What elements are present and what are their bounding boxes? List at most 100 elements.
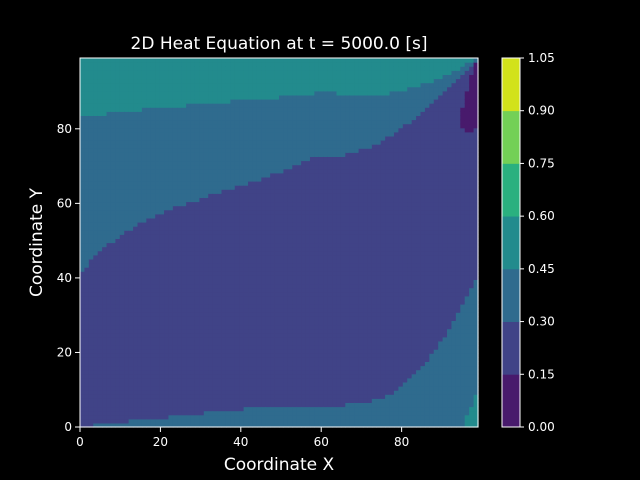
contour-cell (287, 222, 293, 227)
contour-cell (217, 238, 223, 244)
contour-cell (119, 312, 125, 317)
contour-cell (137, 78, 143, 84)
contour-cell (177, 250, 183, 256)
contour-cell (243, 316, 249, 321)
contour-cell (287, 140, 293, 145)
contour-cell (261, 320, 267, 326)
contour-cell (323, 361, 329, 367)
contour-cell (150, 361, 156, 367)
contour-cell (155, 299, 161, 305)
contour-cell (146, 189, 152, 194)
contour-cell (221, 131, 227, 137)
contour-cell (177, 275, 183, 280)
contour-cell (88, 226, 94, 231)
contour-cell (97, 271, 103, 276)
contour-cell (80, 197, 86, 203)
contour-cell (115, 148, 121, 153)
contour-cell (252, 148, 258, 153)
contour-cell (168, 90, 174, 96)
contour-cell (146, 127, 152, 133)
contour-cell (110, 135, 116, 141)
contour-cell (150, 160, 156, 166)
contour-cell (279, 394, 285, 399)
contour-cell (159, 418, 165, 424)
contour-cell (203, 246, 209, 252)
contour-cell (106, 94, 112, 100)
contour-cell (115, 353, 121, 358)
contour-cell (133, 345, 139, 350)
contour-cell (208, 394, 214, 399)
contour-cell (296, 119, 302, 125)
contour-cell (296, 172, 302, 178)
contour-cell (261, 328, 267, 334)
contour-cell (172, 135, 178, 141)
contour-cell (80, 320, 86, 326)
contour-cell (93, 349, 99, 354)
contour-cell (155, 201, 161, 207)
contour-cell (212, 381, 218, 387)
contour-cell (199, 82, 205, 88)
contour-cell (110, 381, 116, 387)
contour-cell (225, 181, 231, 186)
contour-cell (283, 386, 289, 391)
contour-cell (150, 213, 156, 219)
contour-cell (84, 304, 90, 309)
contour-cell (88, 246, 94, 252)
contour-cell (93, 295, 99, 301)
contour-cell (88, 140, 94, 145)
contour-cell (199, 345, 205, 350)
contour-cell (186, 74, 192, 80)
contour-cell (102, 365, 108, 371)
contour-cell (301, 226, 307, 231)
contour-cell (190, 62, 196, 67)
contour-cell (203, 230, 209, 235)
contour-cell (274, 304, 280, 309)
contour-cell (292, 86, 298, 92)
contour-cell (292, 283, 298, 289)
contour-cell (239, 242, 245, 248)
contour-cell (194, 365, 200, 371)
contour-cell (80, 328, 86, 334)
contour-cell (190, 99, 196, 104)
contour-cell (172, 299, 178, 305)
contour-cell (128, 369, 134, 375)
contour-cell (212, 357, 218, 362)
contour-cell (93, 287, 99, 293)
contour-cell (221, 70, 227, 75)
contour-cell (181, 418, 187, 424)
contour-cell (124, 263, 130, 268)
contour-cell (88, 340, 94, 346)
contour-cell (318, 332, 324, 338)
contour-cell (106, 168, 112, 174)
contour-cell (190, 74, 196, 80)
contour-cell (248, 86, 254, 92)
contour-cell (97, 254, 103, 260)
contour-cell (296, 349, 302, 354)
contour-cell (137, 107, 143, 112)
contour-cell (234, 107, 240, 112)
contour-cell (115, 176, 121, 182)
contour-cell (256, 164, 262, 170)
contour-cell (80, 99, 86, 104)
contour-cell (212, 345, 218, 350)
contour-cell (155, 140, 161, 145)
contour-cell (270, 160, 276, 166)
contour-cell (270, 189, 276, 194)
contour-cell (80, 144, 86, 149)
contour-cell (146, 263, 152, 268)
contour-cell (124, 267, 130, 272)
contour-cell (287, 185, 293, 190)
contour-cell (97, 197, 103, 203)
contour-cell (155, 217, 161, 223)
contour-cell (172, 336, 178, 342)
contour-cell (217, 86, 223, 92)
contour-cell (208, 267, 214, 272)
contour-cell (265, 328, 271, 334)
contour-cell (128, 193, 134, 198)
contour-cell (177, 394, 183, 399)
contour-cell (287, 135, 293, 141)
contour-cell (190, 336, 196, 342)
contour-cell (199, 312, 205, 317)
contour-cell (102, 390, 108, 395)
contour-cell (256, 226, 262, 231)
